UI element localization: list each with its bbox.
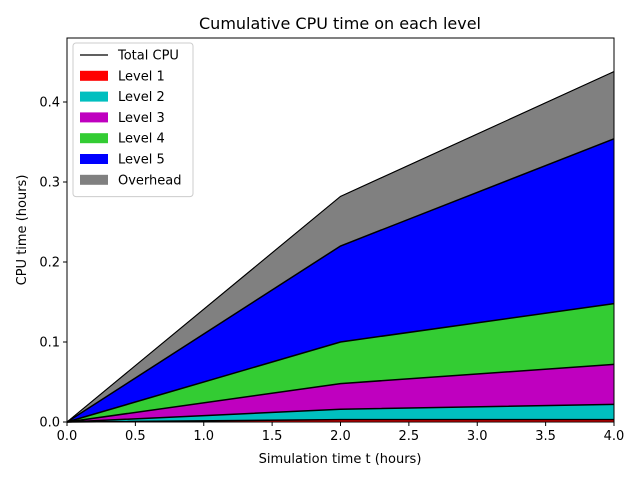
x-tick-label: 4.0 — [604, 429, 625, 444]
area-level-5 — [67, 138, 614, 423]
x-tick-label: 1.0 — [193, 429, 214, 444]
y-tick-label: 0.4 — [39, 96, 60, 111]
area-level-4 — [67, 303, 614, 422]
legend-label-level-2: Level 2 — [118, 90, 165, 105]
area-level-3 — [67, 364, 614, 422]
x-axis-label: Simulation time t (hours) — [259, 452, 422, 467]
boundary-line-level-4 — [66, 302, 615, 423]
y-tick-label: 0.1 — [39, 336, 60, 351]
y-tick-label: 0.0 — [39, 416, 60, 431]
legend-label-level-5: Level 5 — [118, 153, 165, 168]
boundary-line-level-1 — [66, 418, 614, 423]
x-tick-label: 3.5 — [535, 429, 556, 444]
x-axis: 0.0 0.5 1.0 1.5 2.0 2.5 3.0 3.5 4.0 — [57, 422, 625, 444]
legend-swatch-level-2 — [80, 91, 108, 102]
legend-swatch-level-4 — [80, 133, 108, 144]
area-level-2 — [67, 404, 614, 422]
x-tick-label: 0.0 — [57, 429, 78, 444]
boundary-line-level-5 — [66, 138, 615, 423]
x-tick-label: 3.0 — [467, 429, 488, 444]
total-cpu-line — [66, 71, 615, 423]
stack-boundary-lines — [66, 71, 615, 423]
x-tick-label: 2.0 — [330, 429, 351, 444]
legend-swatch-level-1 — [80, 70, 108, 81]
chart-title: Cumulative CPU time on each level — [199, 14, 481, 33]
x-tick-label: 0.5 — [125, 429, 146, 444]
legend-swatch-overhead — [80, 174, 108, 185]
legend: Total CPU Level 1 Level 2 Level 3 Level 4 Lev… — [72, 42, 194, 198]
y-tick-label: 0.3 — [39, 176, 60, 191]
boundary-line-level-3 — [66, 363, 615, 423]
boundary-line-level-2 — [66, 403, 615, 423]
y-tick-label: 0.2 — [39, 256, 60, 271]
legend-label-overhead: Overhead — [118, 173, 182, 188]
legend-label-level-4: Level 4 — [118, 132, 165, 147]
legend-swatch-level-3 — [80, 112, 108, 123]
legend-swatch-level-5 — [80, 154, 108, 164]
y-axis-label: CPU time (hours) — [15, 175, 30, 286]
y-axis: 0.0 0.1 0.2 0.3 0.4 — [39, 96, 67, 431]
legend-label-total-cpu: Total CPU — [117, 49, 179, 64]
stacked-areas — [67, 71, 614, 423]
area-overhead — [67, 71, 614, 422]
legend-label-level-1: Level 1 — [118, 69, 165, 84]
legend-label-level-3: Level 3 — [118, 111, 165, 126]
x-tick-label: 2.5 — [399, 429, 420, 444]
x-tick-label: 1.5 — [262, 429, 283, 444]
